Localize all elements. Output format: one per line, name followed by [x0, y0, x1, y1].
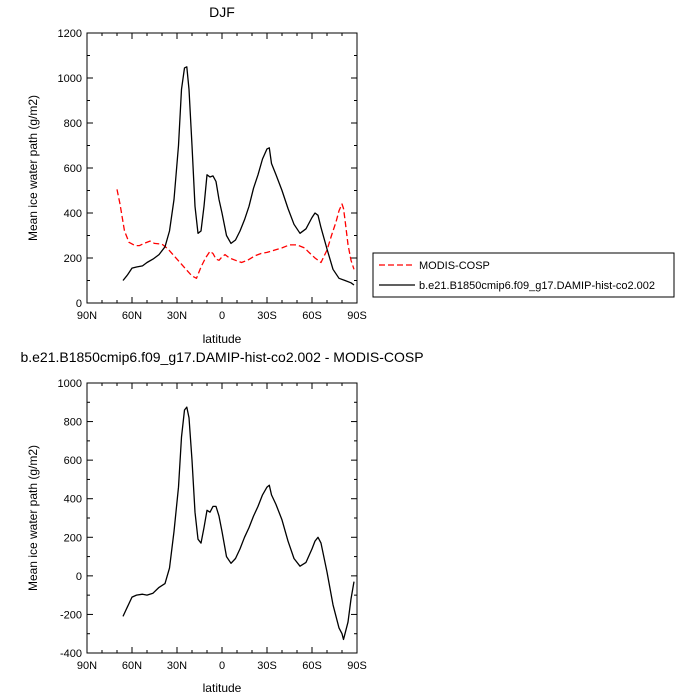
x-tick-label: 60S: [302, 660, 322, 672]
x-tick-label: 60S: [302, 310, 322, 322]
legend-box: [372, 252, 675, 298]
x-tick-label: 30S: [257, 310, 277, 322]
x-tick-label: 30N: [167, 660, 187, 672]
series-line-b-e21-b1850cmip6-f09-g17-damip-hist-co2-002: [122, 66, 355, 286]
x-tick-label: 60N: [122, 310, 142, 322]
legend-label: MODIS-COSP: [419, 260, 490, 272]
y-tick-label: 400: [64, 208, 82, 220]
y-tick-label: 1200: [58, 28, 82, 40]
plot-frame: [86, 32, 358, 304]
y-tick-label: 400: [64, 494, 82, 506]
y-tick-label: 800: [64, 417, 82, 429]
x-tick-label: 0: [219, 660, 225, 672]
y-tick-label: 0: [76, 298, 82, 310]
y-tick-label: -400: [60, 648, 82, 660]
plot-frame: [86, 382, 358, 654]
y-tick-label: 600: [64, 455, 82, 467]
x-tick-label: 30N: [167, 310, 187, 322]
x-tick-label: 90N: [77, 660, 97, 672]
x-axis-label: latitude: [203, 332, 242, 346]
chart-title: DJF: [209, 4, 235, 20]
y-tick-label: 1000: [58, 73, 82, 85]
y-tick-label: 800: [64, 118, 82, 130]
series-line-modis-cosp: [116, 189, 355, 279]
series-line-difference: [122, 406, 355, 641]
chart-title: b.e21.B1850cmip6.f09_g17.DAMIP-hist-co2.…: [20, 349, 423, 365]
legend-label: b.e21.B1850cmip6.f09_g17.DAMIP-hist-co2.…: [419, 280, 655, 292]
x-tick-label: 90N: [77, 310, 97, 322]
x-tick-label: 30S: [257, 660, 277, 672]
y-axis-label: Mean ice water path (g/m2): [26, 445, 40, 591]
x-tick-label: 60N: [122, 660, 142, 672]
x-tick-label: 90S: [347, 310, 367, 322]
y-axis-label: Mean ice water path (g/m2): [26, 95, 40, 241]
y-tick-label: 0: [76, 571, 82, 583]
y-tick-label: -200: [60, 609, 82, 621]
y-tick-label: 200: [64, 532, 82, 544]
y-tick-label: 1000: [58, 378, 82, 390]
x-tick-label: 90S: [347, 660, 367, 672]
y-tick-label: 200: [64, 253, 82, 265]
y-tick-label: 600: [64, 163, 82, 175]
x-tick-label: 0: [219, 310, 225, 322]
x-axis-label: latitude: [203, 681, 242, 695]
